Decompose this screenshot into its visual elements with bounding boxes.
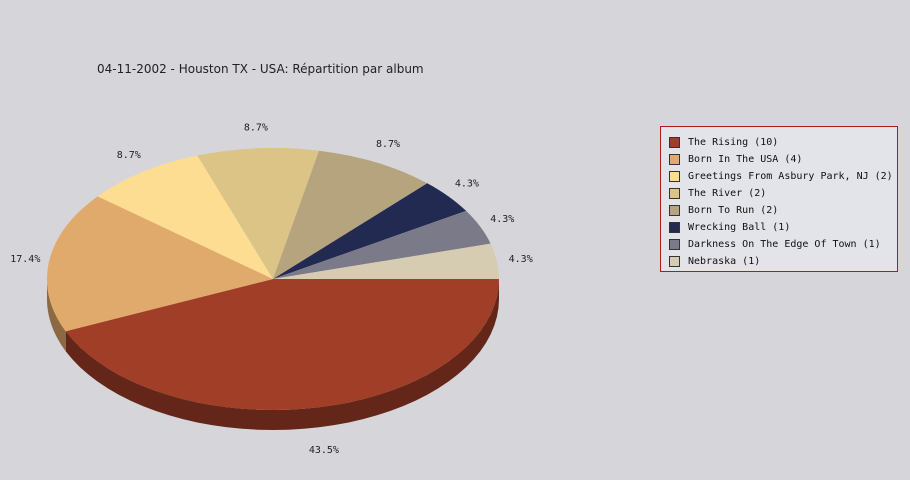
pie-slice-3	[197, 147, 319, 279]
legend-swatch	[669, 256, 680, 267]
pie-slice-2	[97, 155, 273, 279]
legend-item: Born To Run (2)	[669, 202, 897, 219]
pie-slice-5	[273, 183, 467, 279]
legend-swatch	[669, 171, 680, 182]
slice-percent-label: 4.3%	[509, 254, 533, 265]
slice-percent-label: 8.7%	[117, 150, 141, 161]
slice-percent-label: 4.3%	[490, 214, 514, 225]
pie-slice-1	[47, 196, 273, 332]
slice-percent-label: 8.7%	[244, 122, 268, 133]
legend-swatch	[669, 137, 680, 148]
slice-percent-label: 17.4%	[10, 254, 40, 265]
legend-label: The Rising (10)	[688, 137, 779, 148]
slice-percent-label: 43.5%	[309, 445, 339, 456]
pie-slice-7	[273, 243, 499, 279]
legend-label: The River (2)	[688, 188, 767, 199]
legend-label: Greetings From Asbury Park, NJ (2)	[688, 171, 893, 182]
chart-title: 04-11-2002 - Houston TX - USA: Répartiti…	[97, 62, 424, 76]
legend-item: Darkness On The Edge Of Town (1)	[669, 236, 897, 253]
legend-item: Born In The USA (4)	[669, 151, 897, 168]
legend-label: Born In The USA (4)	[688, 154, 803, 165]
legend-swatch	[669, 239, 680, 250]
legend-swatch	[669, 205, 680, 216]
pie-slice-6	[273, 210, 491, 279]
slice-percent-label: 4.3%	[455, 178, 479, 189]
slice-percent-label: 8.7%	[376, 139, 400, 150]
legend-item: The Rising (10)	[669, 134, 897, 151]
legend-swatch	[669, 222, 680, 233]
legend-label: Nebraska (1)	[688, 256, 761, 267]
pie-slice-0	[65, 279, 500, 410]
legend-label: Born To Run (2)	[688, 205, 779, 216]
legend-swatch	[669, 154, 680, 165]
legend-item: Nebraska (1)	[669, 253, 897, 270]
legend-label: Wrecking Ball (1)	[688, 222, 791, 233]
pie-slice-4	[273, 150, 428, 279]
legend-item: The River (2)	[669, 185, 897, 202]
legend-item: Greetings From Asbury Park, NJ (2)	[669, 168, 897, 185]
legend-swatch	[669, 188, 680, 199]
pie-slice-side-0	[65, 279, 500, 430]
legend-item: Wrecking Ball (1)	[669, 219, 897, 236]
pie-slice-side-1	[47, 279, 66, 352]
legend: The Rising (10) Born In The USA (4) Greeti…	[660, 126, 898, 272]
legend-label: Darkness On The Edge Of Town (1)	[688, 239, 881, 250]
